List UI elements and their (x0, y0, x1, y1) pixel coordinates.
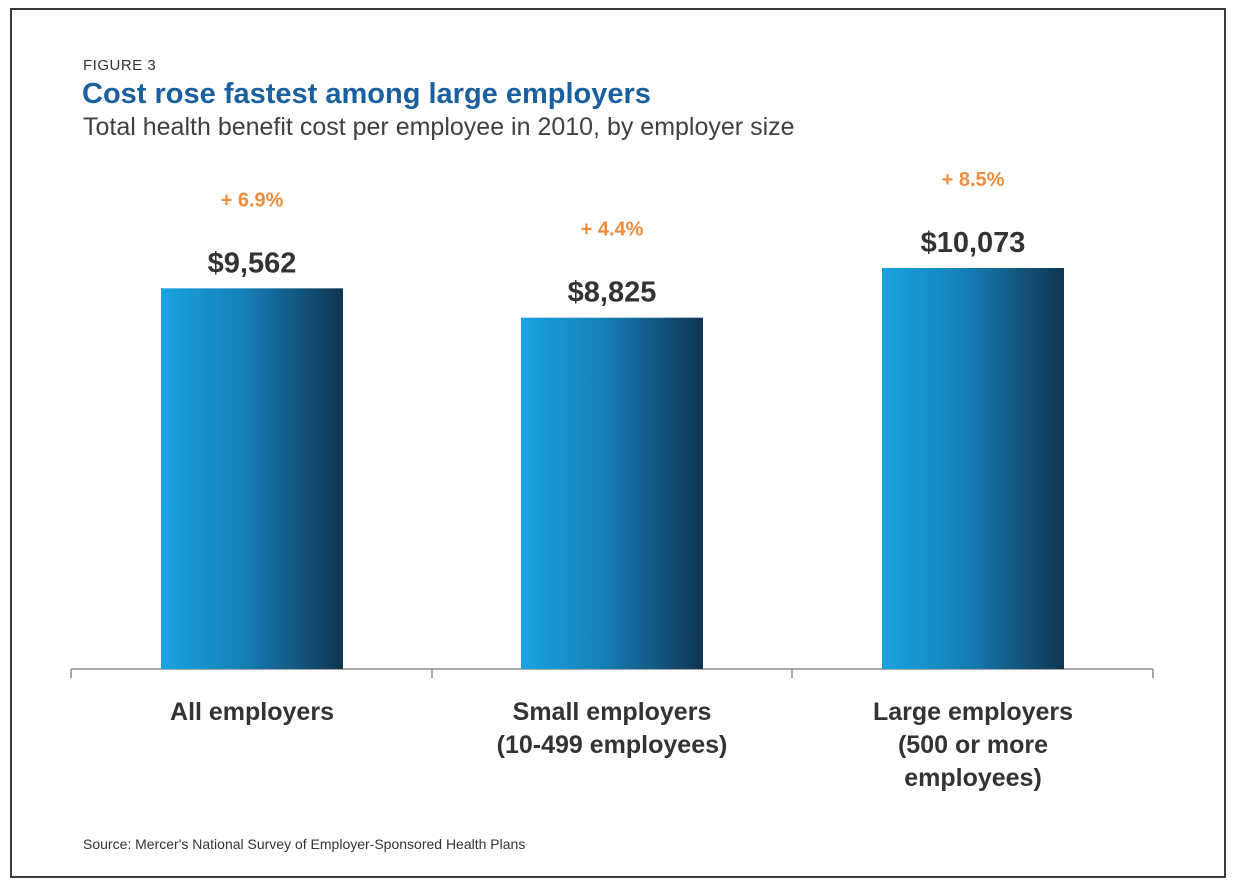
chart-subtitle: Total health benefit cost per employee i… (83, 113, 795, 141)
value-label-2: $10,073 (921, 227, 1026, 259)
chart-title: Cost rose fastest among large employers (82, 78, 651, 110)
category-label-2-1: (500 or more (898, 731, 1048, 759)
source-note: Source: Mercer's National Survey of Empl… (83, 836, 526, 852)
bar-2 (882, 268, 1064, 669)
category-label-2-0: Large employers (873, 698, 1073, 726)
category-label-0-0: All employers (170, 698, 334, 726)
category-label-1-1: (10-499 employees) (497, 731, 728, 759)
value-label-0: $9,562 (208, 247, 297, 279)
change-label-2: + 8.5% (942, 169, 1005, 191)
bar-1 (521, 317, 703, 669)
change-label-0: + 6.9% (221, 189, 284, 211)
value-label-1: $8,825 (568, 277, 657, 309)
category-label-2-2: employees) (904, 764, 1042, 792)
change-label-1: + 4.4% (581, 219, 644, 241)
bar-0 (161, 288, 343, 669)
figure-label: FIGURE 3 (83, 57, 157, 74)
category-label-1-0: Small employers (513, 698, 712, 726)
